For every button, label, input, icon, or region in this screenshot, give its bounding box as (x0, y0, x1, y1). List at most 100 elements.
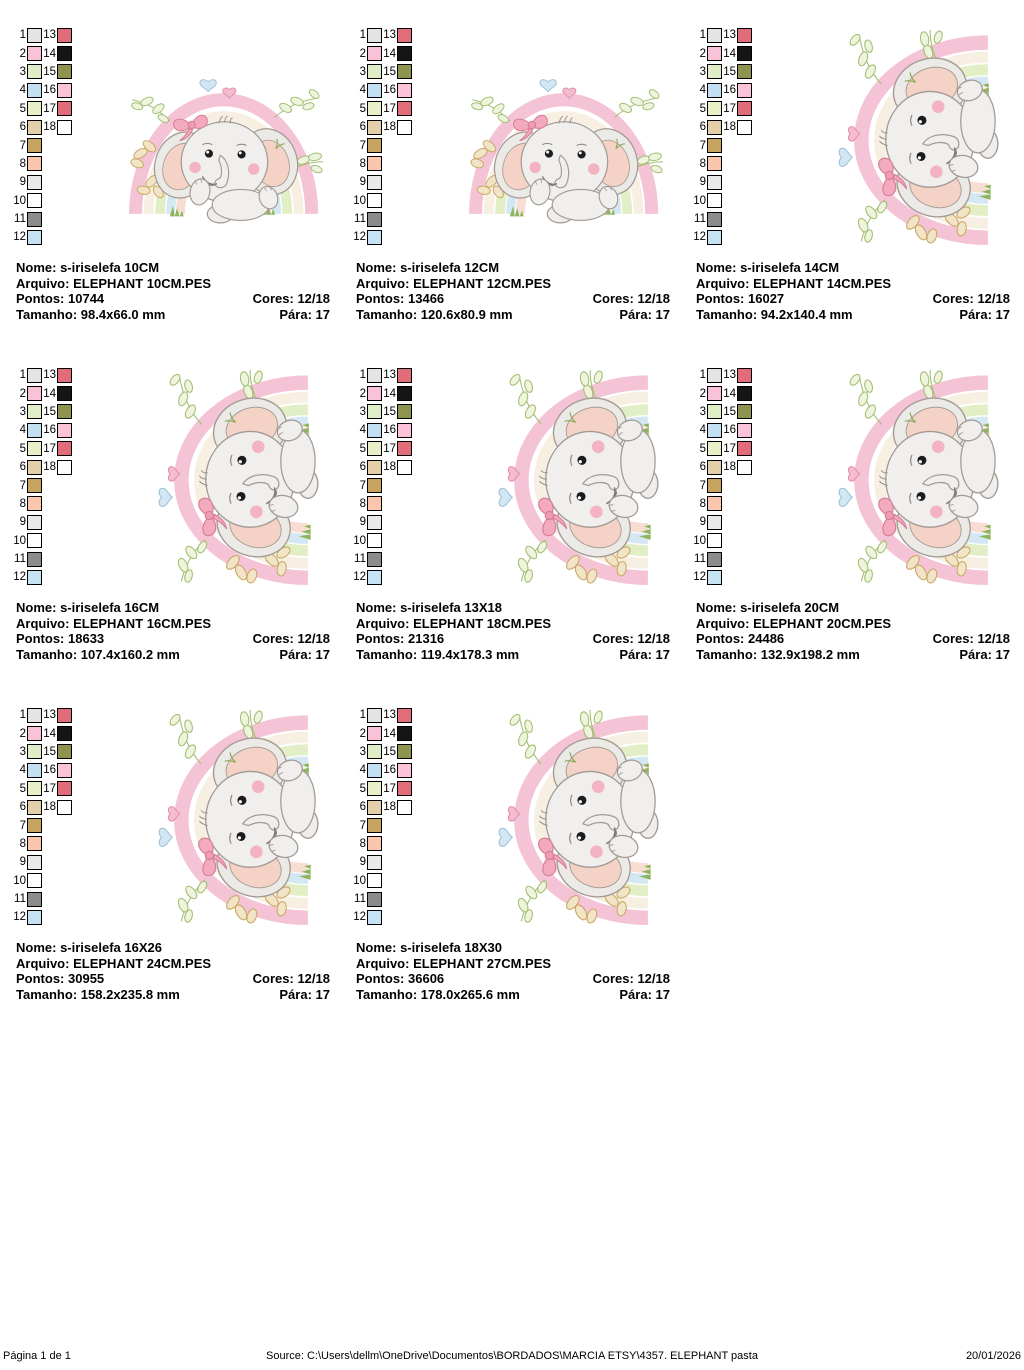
tamanho-label: Tamanho: (16, 986, 78, 1002)
thread-color-swatch (397, 422, 412, 438)
thread-color-swatch (707, 441, 722, 457)
palette-row: 11 (682, 550, 752, 568)
thread-number: 6 (699, 461, 706, 474)
thread-color-swatch (367, 496, 382, 512)
pontos-group: Pontos: 10744 (16, 291, 104, 307)
thread-number: 4 (19, 424, 26, 437)
palette-row: 8 (2, 835, 72, 853)
palette-row: 7 (342, 816, 412, 834)
embroidery-design-preview (116, 72, 328, 227)
elephant-rainbow-design (116, 72, 328, 227)
tamanho-label: Tamanho: (16, 306, 78, 322)
thread-number: 4 (359, 424, 366, 437)
thread-color-swatch (367, 459, 382, 475)
thread-color-swatch (27, 156, 42, 172)
para-value: 17 (655, 306, 670, 322)
thread-number: 12 (13, 911, 26, 924)
thread-number: 2 (699, 47, 706, 60)
thread-color-swatch (737, 82, 752, 98)
thread-color-palette: 1 13 2 14 3 15 4 16 5 17 6 18 7 8 9 10 11 12 (2, 366, 72, 587)
thread-number: 2 (699, 387, 706, 400)
thread-color-swatch (707, 27, 722, 43)
thread-number: 8 (19, 157, 26, 170)
tamanho-value: 178.0x265.6 mm (420, 986, 520, 1002)
thread-number: 5 (699, 442, 706, 455)
thread-color-swatch (397, 459, 412, 475)
tamanho-group: Tamanho: 94.2x140.4 mm (696, 307, 853, 323)
thread-number: 7 (699, 139, 706, 152)
thread-number: 18 (383, 461, 396, 474)
thread-number: 10 (693, 194, 706, 207)
thread-color-swatch (707, 404, 722, 420)
palette-row: 10 (2, 532, 72, 550)
embroidery-design-preview (490, 704, 662, 939)
cores-value: 12/18 (977, 631, 1010, 647)
thread-number: 3 (19, 745, 26, 758)
palette-row: 7 (342, 476, 412, 494)
tamanho-para-line: Tamanho: 178.0x265.6 mm Pára: 17 (356, 987, 670, 1003)
palette-row: 1 13 (342, 706, 412, 724)
pontos-cores-line: Pontos: 18633 Cores: 12/18 (16, 631, 330, 647)
thread-number: 17 (43, 442, 56, 455)
arquivo-line: Arquivo: ELEPHANT 14CM.PES (696, 276, 1010, 292)
thread-color-swatch (27, 459, 42, 475)
palette-row: 9 (682, 173, 752, 191)
palette-row: 6 18 (2, 458, 72, 476)
cores-label: Cores: (932, 291, 974, 307)
nome-line: Nome: s-iriselefa 16CM (16, 600, 330, 616)
thread-color-swatch (27, 46, 42, 62)
palette-row: 8 (342, 155, 412, 173)
thread-color-swatch (27, 27, 42, 43)
thread-color-swatch (367, 818, 382, 834)
pontos-cores-line: Pontos: 36606 Cores: 12/18 (356, 971, 670, 987)
tamanho-value: 119.4x178.3 mm (420, 646, 520, 662)
thread-number: 17 (723, 442, 736, 455)
thread-number: 2 (359, 727, 366, 740)
cores-value: 12/18 (637, 291, 670, 307)
nome-label: Nome: (16, 260, 57, 275)
tamanho-para-line: Tamanho: 98.4x66.0 mm Pára: 17 (16, 307, 330, 323)
thread-number: 9 (699, 176, 706, 189)
thread-color-swatch (707, 101, 722, 117)
thread-number: 8 (699, 157, 706, 170)
palette-row: 12 (2, 568, 72, 586)
thread-number: 3 (359, 65, 366, 78)
thread-color-swatch (707, 119, 722, 135)
thread-number: 14 (383, 727, 396, 740)
palette-row: 3 15 (342, 403, 412, 421)
thread-color-swatch (367, 138, 382, 154)
thread-color-swatch (27, 174, 42, 190)
tamanho-group: Tamanho: 120.6x80.9 mm (356, 307, 513, 323)
palette-row: 12 (682, 228, 752, 246)
tamanho-para-line: Tamanho: 94.2x140.4 mm Pára: 17 (696, 307, 1010, 323)
palette-row: 4 16 (682, 421, 752, 439)
thread-number: 10 (13, 194, 26, 207)
thread-color-swatch (57, 367, 72, 383)
design-card: 1 13 2 14 3 15 4 16 5 17 6 18 7 8 9 10 11 12 Nome: s-iris… (680, 360, 1010, 696)
thread-number: 18 (723, 121, 736, 134)
thread-number: 8 (699, 497, 706, 510)
thread-color-swatch (397, 119, 412, 135)
thread-color-palette: 1 13 2 14 3 15 4 16 5 17 6 18 7 8 9 10 11 12 (682, 26, 752, 247)
nome-value: s-iriselefa 16X26 (60, 940, 162, 955)
thread-color-swatch (397, 386, 412, 402)
pontos-cores-line: Pontos: 30955 Cores: 12/18 (16, 971, 330, 987)
thread-number: 17 (43, 102, 56, 115)
thread-color-swatch (397, 441, 412, 457)
thread-number: 5 (19, 782, 26, 795)
palette-row: 3 15 (2, 743, 72, 761)
arquivo-label: Arquivo: (356, 615, 410, 631)
design-card: 1 13 2 14 3 15 4 16 5 17 6 18 7 8 9 10 11 12 Nome: s-iris… (0, 20, 330, 356)
thread-color-swatch (27, 726, 42, 742)
design-card: 1 13 2 14 3 15 4 16 5 17 6 18 7 8 9 10 11 12 Nome: s-iris… (0, 700, 330, 1036)
nome-line: Nome: s-iriselefa 16X26 (16, 940, 330, 956)
thread-color-swatch (397, 27, 412, 43)
thread-color-swatch (27, 551, 42, 567)
thread-color-swatch (707, 193, 722, 209)
thread-color-swatch (27, 569, 42, 585)
thread-number: 1 (699, 29, 706, 42)
thread-number: 11 (694, 213, 706, 226)
palette-row: 5 17 (342, 100, 412, 118)
page-footer: Página 1 de 1 Source: C:\Users\dellm\One… (0, 1350, 1024, 1364)
